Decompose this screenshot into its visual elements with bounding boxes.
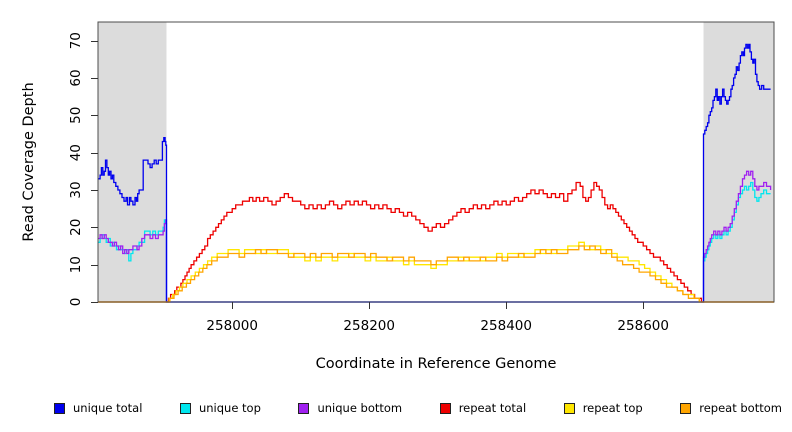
plot-box [97,21,775,303]
legend-item-repeat-bottom: repeat bottom [680,401,782,415]
legend-item-unique-bottom: unique bottom [298,401,402,415]
x-tick-label: 258400 [480,318,532,334]
left-shaded-region [98,22,167,302]
y-tick-label: 70 [68,32,84,49]
unique-bottom-swatch-icon [298,402,310,414]
legend-label: repeat bottom [699,401,782,415]
y-tick-label: 10 [68,256,84,273]
legend-item-unique-total: unique total [54,401,142,415]
y-tick-label: 50 [68,107,84,124]
series-line-unique-total [98,43,771,303]
legend-label: repeat total [458,401,527,415]
legend-item-repeat-top: repeat top [563,401,643,415]
y-tick-label: 40 [68,144,84,161]
legend-label: repeat top [582,401,643,415]
x-axis-title: Coordinate in Reference Genome [315,356,557,372]
y-tick-label: 60 [68,69,84,86]
legend-item-repeat-total: repeat total [439,401,527,415]
y-axis-title: Read Coverage Depth [21,82,37,242]
unique-top-swatch-icon [179,402,191,414]
repeat-top-swatch-icon [563,402,575,414]
series-line-unique-bottom [98,170,772,303]
series-line-repeat-top [98,241,774,303]
y-tick-label: 30 [68,181,84,198]
repeat-total-swatch-icon [439,402,451,414]
repeat-bottom-swatch-icon [680,402,692,414]
y-tick-label: 0 [68,298,84,307]
legend: unique total unique top unique bottom re… [54,398,782,418]
legend-label: unique top [198,401,261,415]
y-tick-label: 20 [68,219,84,236]
x-tick-label: 258200 [343,318,395,334]
x-tick-label: 258000 [206,318,258,334]
series-line-unique-top [98,181,771,303]
legend-label: unique bottom [317,401,403,415]
legend-label: unique total [73,401,143,415]
legend-item-unique-top: unique top [179,401,261,415]
series-line-repeat-bottom [98,245,774,303]
unique-total-swatch-icon [54,402,65,414]
x-tick-label: 258600 [617,318,669,334]
series-line-repeat-total [98,181,774,303]
